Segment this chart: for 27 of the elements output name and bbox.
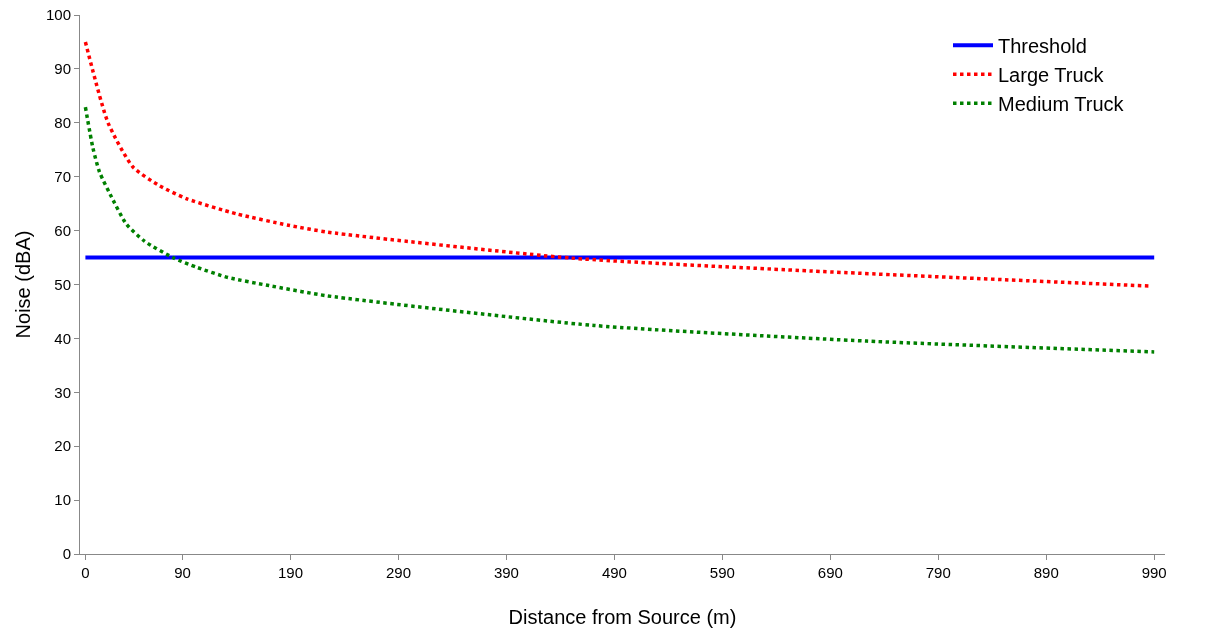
y-tick-label: 0 xyxy=(62,545,71,563)
y-tick-label: 40 xyxy=(54,329,71,347)
x-tick-label: 0 xyxy=(81,564,90,581)
legend-label: Large Truck xyxy=(998,64,1105,87)
legend-label: Threshold xyxy=(998,35,1087,58)
x-tick-label: 990 xyxy=(1141,564,1167,581)
x-tick-label: 490 xyxy=(601,564,627,581)
y-tick-label: 90 xyxy=(54,60,71,78)
x-tick-label: 290 xyxy=(385,564,411,581)
y-tick-label: 60 xyxy=(54,221,71,239)
x-axis-title: Distance from Source (m) xyxy=(508,606,737,628)
y-tick-label: 100 xyxy=(45,6,71,24)
y-tick-label: 30 xyxy=(54,383,71,401)
y-tick-label: 50 xyxy=(54,275,71,293)
x-tick-label: 390 xyxy=(493,564,519,581)
y-tick-label: 20 xyxy=(54,437,71,455)
x-tick-label: 190 xyxy=(278,564,304,581)
y-tick-label: 80 xyxy=(54,114,71,132)
y-tick-label: 70 xyxy=(54,167,71,185)
y-tick-label: 10 xyxy=(54,491,71,509)
y-axis-title: Noise (dBA) xyxy=(12,230,34,339)
x-tick-label: 590 xyxy=(709,564,735,581)
legend-label: Medium Truck xyxy=(998,93,1125,116)
x-tick-label: 890 xyxy=(1033,564,1059,581)
x-tick-label: 790 xyxy=(925,564,951,581)
x-tick-label: 690 xyxy=(817,564,843,581)
x-tick-label: 90 xyxy=(174,564,191,581)
